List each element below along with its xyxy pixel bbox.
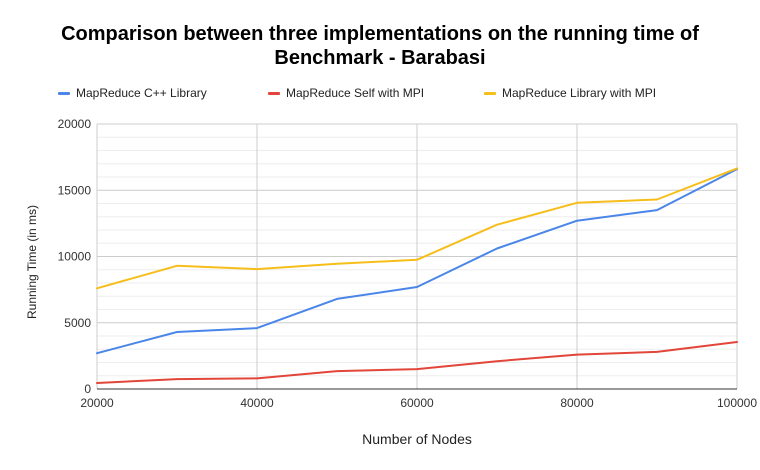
- y-tick-label: 5000: [64, 316, 91, 330]
- y-tick-label: 20000: [58, 117, 92, 131]
- legend-label-self-mpi: MapReduce Self with MPI: [286, 86, 425, 100]
- legend-label-cpp-library: MapReduce C++ Library: [76, 86, 207, 100]
- series-lines: [96, 167, 738, 384]
- x-tick-label: 80000: [560, 396, 594, 410]
- chart-title-line-2: Benchmark - Barabasi: [274, 47, 486, 69]
- x-tick-label: 60000: [400, 396, 434, 410]
- chart-title-line-1: Comparison between three implementations…: [61, 23, 699, 45]
- y-tick-label: 0: [84, 382, 91, 396]
- chart-legend: MapReduce C++ Library MapReduce Self wit…: [58, 86, 738, 102]
- y-axis-label: Running Time (in ms): [25, 205, 39, 319]
- y-tick-label: 10000: [58, 250, 92, 264]
- series-line-mapreduce-library-with-mpi: [96, 167, 738, 290]
- legend-label-library-mpi: MapReduce Library with MPI: [502, 86, 657, 100]
- x-tick-label: 100000: [717, 396, 757, 410]
- legend-swatch-cpp-library: [58, 91, 70, 95]
- series-line-mapreduce-self-with-mpi: [96, 341, 738, 384]
- x-tick-label: 40000: [240, 396, 274, 410]
- chart-title: Comparison between three implementations…: [0, 22, 760, 70]
- tick-labels: 0 5000 10000 15000 20000 20000 40000 60000 80000…: [58, 117, 758, 410]
- x-tick-label: 20000: [80, 396, 114, 410]
- legend-item-library-mpi: MapReduce Library with MPI: [484, 86, 656, 100]
- series-line-mapreduce-c-library: [96, 168, 738, 355]
- legend-item-self-mpi: MapReduce Self with MPI: [268, 86, 424, 100]
- x-axis-label: Number of Nodes: [362, 431, 472, 447]
- y-tick-label: 15000: [58, 183, 92, 197]
- grid: [96, 123, 738, 390]
- legend-swatch-self-mpi: [268, 91, 280, 95]
- legend-swatch-library-mpi: [484, 91, 496, 95]
- legend-item-cpp-library: MapReduce C++ Library: [58, 86, 207, 100]
